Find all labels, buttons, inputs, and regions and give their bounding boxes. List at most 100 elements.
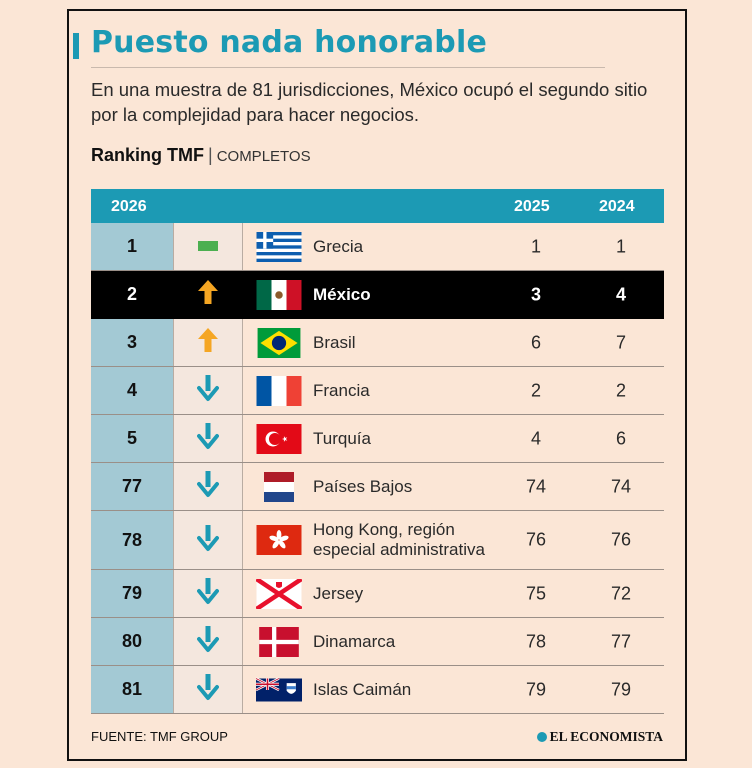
header-2024: 2024 bbox=[599, 198, 635, 215]
ranking-label: Ranking TMF | COMPLETOS bbox=[91, 145, 311, 166]
rank-2025: 79 bbox=[525, 679, 547, 699]
country-cell: México bbox=[313, 285, 371, 305]
rank-2025: 74 bbox=[525, 476, 547, 496]
rank-2025: 76 bbox=[525, 529, 547, 550]
country-cell: Dinamarca bbox=[313, 632, 395, 652]
rank-2024: 7 bbox=[615, 332, 626, 352]
rank-2026: 79 bbox=[91, 570, 173, 617]
rank-2025: 78 bbox=[525, 631, 547, 651]
ranking-table: 2026 2025 2024 1 Grecia 1 1 2 México 3 4 3 Brasil… bbox=[91, 189, 664, 714]
rank-2025: 75 bbox=[525, 583, 547, 603]
denmark-flag bbox=[256, 626, 302, 657]
table-row: 80 Dinamarca 78 77 bbox=[91, 618, 664, 666]
arrow-down-icon bbox=[197, 577, 219, 610]
rank-2026: 5 bbox=[91, 415, 173, 462]
jersey-flag bbox=[256, 578, 302, 609]
country-cell: Brasil bbox=[313, 333, 356, 353]
rank-2026: 3 bbox=[91, 319, 173, 366]
rank-2024: 74 bbox=[610, 476, 632, 496]
cayman-islands-flag bbox=[256, 675, 302, 705]
country-cell: Islas Caimán bbox=[313, 680, 411, 700]
country-cell: Turquía bbox=[313, 429, 371, 449]
source-note: FUENTE: TMF GROUP bbox=[91, 729, 228, 744]
brand-name: EL ECONOMISTA bbox=[549, 729, 663, 744]
turkey-flag bbox=[256, 423, 302, 454]
header-2026: 2026 bbox=[111, 198, 147, 215]
rank-2024: 2 bbox=[615, 380, 626, 400]
trend-cell bbox=[173, 223, 243, 270]
country-name: Francia bbox=[313, 380, 370, 400]
table-row: 5 Turquía 4 6 bbox=[91, 415, 664, 463]
rank-2024: 79 bbox=[610, 679, 632, 699]
page-title: Puesto nada honorable bbox=[91, 25, 487, 60]
table-row: 79 Jersey 75 72 bbox=[91, 570, 664, 618]
country-name: Jersey bbox=[313, 583, 364, 603]
rank-2026: 78 bbox=[91, 511, 173, 569]
title-accent-bar bbox=[73, 33, 79, 59]
trend-cell bbox=[173, 570, 243, 617]
country-name: Brasil bbox=[313, 332, 356, 352]
rank-2024: 4 bbox=[615, 284, 626, 304]
trend-cell bbox=[173, 367, 243, 414]
arrow-up-icon bbox=[197, 327, 219, 358]
country-name: Dinamarca bbox=[313, 631, 396, 651]
rank-2024: 77 bbox=[610, 631, 632, 651]
rank-2025: 3 bbox=[530, 284, 541, 304]
brand-icon bbox=[536, 732, 547, 742]
arrow-down-icon bbox=[197, 524, 219, 557]
table-row: 81 Islas Caimán 79 79 bbox=[91, 666, 664, 714]
trend-cell bbox=[173, 511, 243, 569]
country-name: Grecia bbox=[313, 236, 364, 256]
rank-2025: 6 bbox=[530, 332, 541, 352]
arrow-down-icon bbox=[197, 673, 219, 706]
rank-2026: 2 bbox=[91, 271, 173, 318]
trend-cell bbox=[173, 271, 243, 318]
rank-2024: 76 bbox=[610, 529, 632, 550]
rank-2026: 77 bbox=[91, 463, 173, 510]
trend-cell bbox=[173, 666, 243, 713]
rank-2024: 1 bbox=[615, 236, 626, 256]
table-row: 3 Brasil 6 7 bbox=[91, 319, 664, 367]
country-name: Islas Caimán bbox=[313, 679, 412, 699]
rank-2026: 4 bbox=[91, 367, 173, 414]
trend-cell bbox=[173, 415, 243, 462]
rank-2025: 1 bbox=[530, 236, 541, 256]
country-name: México bbox=[313, 284, 371, 304]
header-2025: 2025 bbox=[514, 198, 550, 215]
title-divider bbox=[91, 67, 605, 68]
hong-kong-flag bbox=[256, 525, 302, 555]
dash-icon bbox=[198, 238, 218, 256]
country-cell: Hong Kong, región especial administrativa bbox=[313, 520, 485, 560]
rank-2026: 81 bbox=[91, 666, 173, 713]
table-row: 1 Grecia 1 1 bbox=[91, 223, 664, 271]
ranking-separator: | bbox=[208, 145, 213, 165]
table-row: 78 Hong Kong, región especial administrati… bbox=[91, 511, 664, 570]
country-name: Hong Kong, región bbox=[313, 520, 455, 539]
arrow-down-icon bbox=[197, 625, 219, 658]
country-cell: Jersey bbox=[313, 584, 363, 604]
greece-flag bbox=[256, 231, 302, 262]
ranking-sublabel: COMPLETOS bbox=[216, 148, 311, 165]
rank-2026: 1 bbox=[91, 223, 173, 270]
table-row: 77 Países Bajos 74 74 bbox=[91, 463, 664, 511]
country-cell: Países Bajos bbox=[313, 477, 412, 497]
country-name: Turquía bbox=[313, 428, 371, 448]
rank-2025: 2 bbox=[530, 380, 541, 400]
trend-cell bbox=[173, 463, 243, 510]
mexico-flag bbox=[256, 279, 302, 310]
trend-cell bbox=[173, 319, 243, 366]
trend-cell bbox=[173, 618, 243, 665]
rank-2025: 4 bbox=[530, 428, 541, 448]
table-header: 2026 2025 2024 bbox=[91, 189, 664, 223]
infographic-frame: Puesto nada honorable En una muestra de … bbox=[67, 9, 687, 761]
arrow-down-icon bbox=[197, 470, 219, 503]
arrow-down-icon bbox=[197, 422, 219, 455]
brand-logo: EL ECONOMISTA bbox=[536, 729, 663, 745]
ranking-title: Ranking TMF bbox=[91, 145, 204, 165]
brazil-flag bbox=[256, 327, 302, 358]
rank-2024: 72 bbox=[610, 583, 632, 603]
arrow-down-icon bbox=[197, 374, 219, 407]
country-cell: Grecia bbox=[313, 237, 363, 257]
subtitle: En una muestra de 81 jurisdicciones, Méx… bbox=[91, 79, 648, 125]
france-flag bbox=[256, 375, 302, 406]
